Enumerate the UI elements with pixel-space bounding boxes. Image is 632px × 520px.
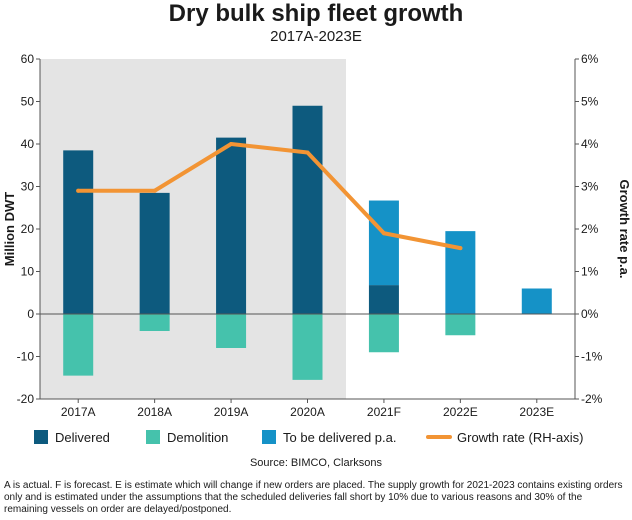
legend-swatch-0: [34, 430, 48, 444]
legend-swatch-1: [146, 430, 160, 444]
legend-label: To be delivered p.a.: [283, 430, 396, 445]
y-tick-label: 10: [21, 265, 35, 279]
bar-delivered-2021F: [368, 285, 399, 314]
y-tick-label: 0: [27, 307, 34, 321]
y-tick-label: 60: [21, 52, 35, 66]
bar-to-be-delivered-2021F: [368, 200, 399, 286]
y-tick-label: 30: [21, 180, 35, 194]
x-tick-label: 2017A: [61, 405, 96, 419]
legend-label: Growth rate (RH-axis): [457, 430, 583, 445]
bar-demolition-2021F: [368, 314, 399, 353]
x-tick-label: 2023E: [519, 405, 554, 419]
bar-to-be-delivered-2023E: [521, 288, 552, 314]
bar-demolition-2018A: [139, 314, 170, 331]
growth-rate-point-2019A: [229, 142, 234, 146]
x-tick-label: 2019A: [214, 405, 249, 419]
y-tick-label: -20: [17, 392, 35, 406]
y-right-tick-label: -1%: [581, 350, 603, 364]
y-tick-label: 20: [21, 222, 35, 236]
growth-rate-line: [76, 142, 463, 251]
y-right-tick-label: 4%: [581, 137, 599, 151]
y-right-tick-label: 5%: [581, 95, 599, 109]
y-right-tick-label: -2%: [581, 392, 603, 406]
bar-to-be-delivered-2022E: [445, 231, 476, 314]
growth-rate-point-2017A: [76, 188, 81, 193]
chart-subtitle: 2017A-2023E: [270, 28, 362, 45]
y-tick-label: 50: [21, 95, 35, 109]
bar-demolition-2022E: [445, 314, 476, 336]
y-tick-label: 40: [21, 137, 35, 151]
growth-rate-point-2018A: [152, 188, 157, 193]
bar-demolition-2020A: [292, 314, 323, 380]
x-tick-label: 2018A: [137, 405, 172, 419]
growth-rate-point-2020A: [305, 150, 310, 155]
source-note: Source: BIMCO, Clarksons: [249, 457, 383, 469]
legend-label: Demolition: [167, 430, 228, 445]
x-tick-label: 2020A: [290, 405, 325, 419]
bar-demolition-2019A: [216, 314, 247, 348]
growth-rate-point-2021F: [381, 231, 386, 236]
y-axis-right-label: Growth rate p.a.: [617, 180, 632, 279]
y-axis-label: Million DWT: [2, 192, 17, 266]
y-right-tick-label: 2%: [581, 222, 599, 236]
footnote: A is actual. F is forecast. E is estimat…: [4, 480, 623, 515]
x-tick-label: 2022E: [443, 405, 478, 419]
chart-title: Dry bulk ship fleet growth: [168, 0, 464, 27]
y-tick-label: -10: [17, 350, 35, 364]
bar-delivered-2017A: [63, 150, 94, 314]
legend-swatch-2: [262, 430, 276, 444]
bar-demolition-2017A: [63, 314, 94, 376]
legend-label: Delivered: [55, 430, 110, 445]
legend: Delivered Demolition To be delivered p.a. G…: [34, 430, 583, 445]
bar-delivered-2018A: [139, 192, 170, 314]
y-right-tick-label: 3%: [581, 180, 599, 194]
bar-delivered-2020A: [292, 105, 323, 314]
y-right-tick-label: 1%: [581, 265, 599, 279]
y-right-tick-label: 6%: [581, 52, 599, 66]
y-right-tick-label: 0%: [581, 307, 599, 321]
x-tick-label: 2021F: [367, 405, 401, 419]
bar-delivered-2019A: [216, 137, 247, 314]
growth-rate-point-2022E: [458, 246, 463, 251]
